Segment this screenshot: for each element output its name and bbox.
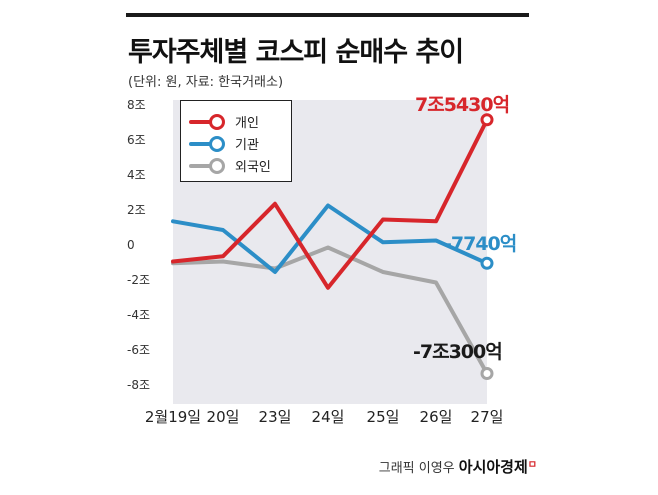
y-tick-label: 8조 <box>127 98 146 112</box>
x-tick-label: 26일 <box>420 408 453 426</box>
title-rule <box>126 13 529 17</box>
annotation-institution: -7740억 <box>444 233 516 255</box>
y-tick-label: 4조 <box>127 168 146 182</box>
y-tick-label: -4조 <box>127 308 150 322</box>
x-tick-label: 25일 <box>367 408 400 426</box>
brand-name: 아시아경제 <box>458 458 528 476</box>
legend-marker-foreign <box>209 158 225 174</box>
y-tick-label: 6조 <box>127 133 146 147</box>
end-marker-foreign <box>480 367 494 380</box>
legend: 개인 기관 외국인 <box>180 100 292 182</box>
chart-title: 투자주체별 코스피 순매수 추이 <box>128 37 464 68</box>
credit-text: 그래픽 이영우 <box>378 461 455 476</box>
legend-marker-institution <box>209 136 225 152</box>
legend-label-foreign: 외국인 <box>235 160 271 175</box>
legend-line-institution <box>189 142 223 146</box>
x-tick-label: 2월19일 <box>145 408 201 426</box>
series-line-individual <box>171 117 489 290</box>
end-marker-institution <box>480 256 494 270</box>
series-line-foreign <box>171 245 489 376</box>
series-line-institution <box>171 203 489 274</box>
credit-line: 그래픽 이영우 아시아경제ㅁ <box>379 456 537 477</box>
legend-item-foreign: 외국인 <box>189 155 289 175</box>
y-tick-label: 0 <box>127 238 135 252</box>
x-tick-label: 23일 <box>259 408 292 426</box>
legend-label-individual: 개인 <box>235 116 259 131</box>
brand-mark-icon: ㅁ <box>527 460 537 471</box>
chart-subtitle: (단위: 원, 자료: 한국거래소) <box>128 75 284 90</box>
annotation-individual: 7조5430억 <box>415 94 509 116</box>
legend-marker-individual <box>209 114 225 130</box>
legend-line-foreign <box>189 164 223 168</box>
x-tick-label: 27일 <box>471 408 504 426</box>
y-tick-label: -6조 <box>127 343 150 357</box>
annotation-foreign: -7조300억 <box>413 341 502 363</box>
end-marker-individual <box>480 113 494 127</box>
y-tick-label: -2조 <box>127 273 150 287</box>
legend-label-institution: 기관 <box>235 138 259 153</box>
legend-item-individual: 개인 <box>189 111 289 131</box>
x-tick-label: 20일 <box>207 408 240 426</box>
legend-line-individual <box>189 120 223 124</box>
legend-item-institution: 기관 <box>189 133 289 153</box>
x-tick-label: 24일 <box>312 408 345 426</box>
y-tick-label: -8조 <box>127 378 150 392</box>
y-tick-label: 2조 <box>127 203 146 217</box>
